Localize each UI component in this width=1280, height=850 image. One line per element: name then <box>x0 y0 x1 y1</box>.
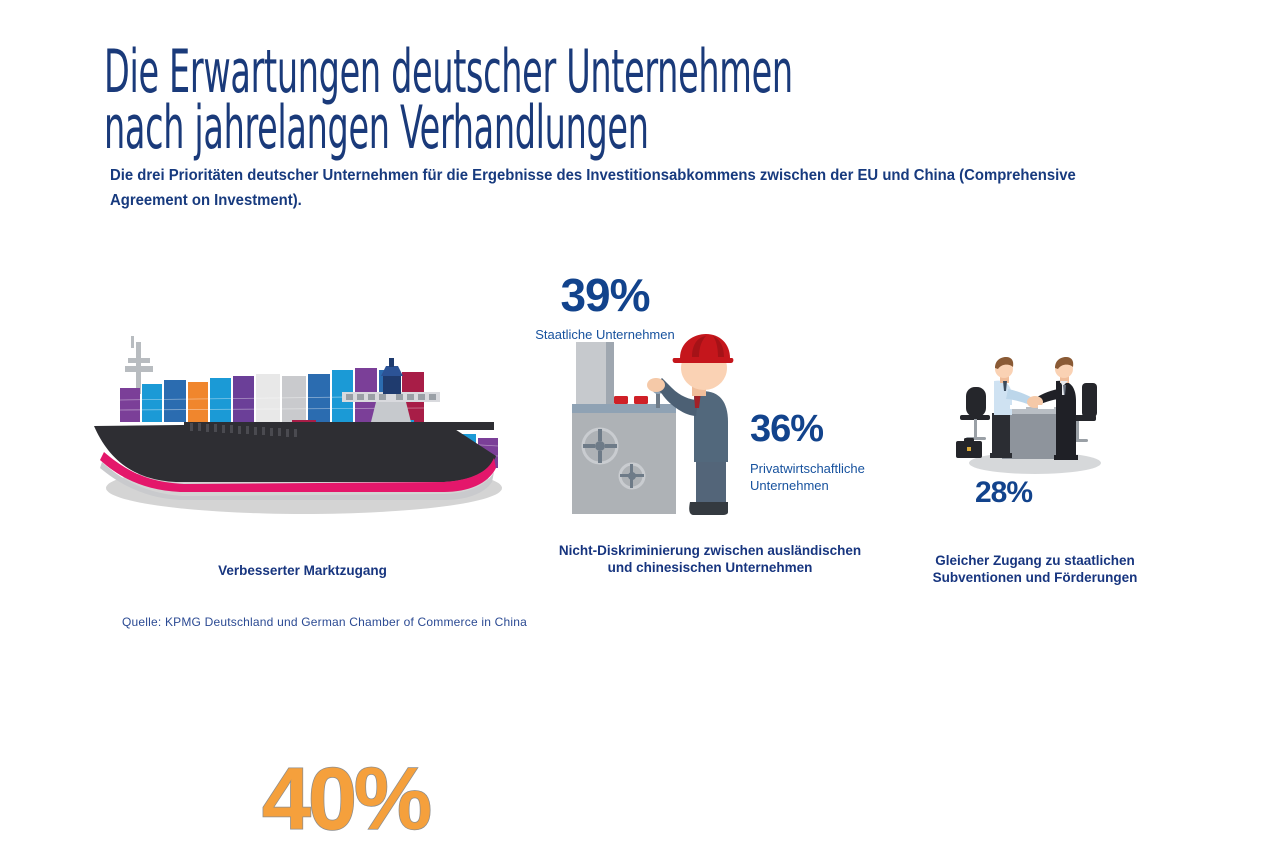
handshake-office-illustration <box>950 355 1120 475</box>
stat-value-39: 39% <box>560 269 650 321</box>
page-title: Die Erwartungen deutscher Unternehmen na… <box>104 37 793 163</box>
column-caption-market-access: Verbesserter Marktzugang <box>218 563 387 578</box>
page-title-line-2: nach jahrelangen Verhandlungen <box>104 93 649 163</box>
stat-value-36: 36% <box>750 408 824 450</box>
stat-label-privatwirtschaftliche: Privatwirtschaftliche Unternehmen <box>750 461 865 493</box>
column-caption-state-subsidies: Gleicher Zugang zu staatlichen Subventio… <box>932 553 1138 585</box>
stat-value-28: 28% <box>975 476 1033 509</box>
stat-value-40: 40% <box>261 748 433 849</box>
infographic-canvas: Die Erwartungen deutscher Unternehmen na… <box>92 37 1138 849</box>
page-title-line-1: Die Erwartungen deutscher Unternehmen <box>104 37 793 107</box>
factory-worker-icon <box>572 334 734 515</box>
page-subtitle: Die drei Prioritäten deutscher Unternehm… <box>110 167 1076 209</box>
handshake-office-icon <box>956 357 1101 474</box>
source-note: Quelle: KPMG Deutschland und German Cham… <box>122 615 527 629</box>
container-ship-illustration: 40% <box>92 330 512 849</box>
column-caption-non-discrimination: Nicht-Diskriminierung zwischen ausländis… <box>558 543 862 575</box>
container-ship-icon <box>94 336 502 514</box>
factory-worker-illustration <box>570 330 760 525</box>
stat-label-staatliche: Staatliche Unternehmen <box>535 327 675 342</box>
